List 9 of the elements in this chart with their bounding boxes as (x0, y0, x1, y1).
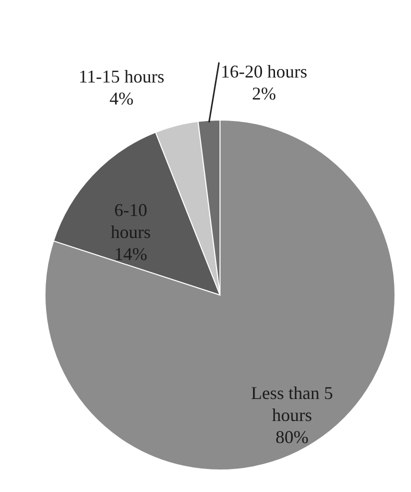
data-label: 14% (114, 244, 148, 264)
data-label: 80% (276, 427, 309, 448)
data-label: 2% (252, 83, 276, 104)
data-label: 4% (109, 88, 134, 108)
slice-label: 11-15 hours (78, 66, 164, 86)
pie-slice (44, 120, 396, 470)
slice-label: 16-20 hours (220, 61, 308, 82)
slice-label: 6-10 hours (110, 200, 151, 242)
slice-label: Less than 5 hours (251, 383, 333, 426)
